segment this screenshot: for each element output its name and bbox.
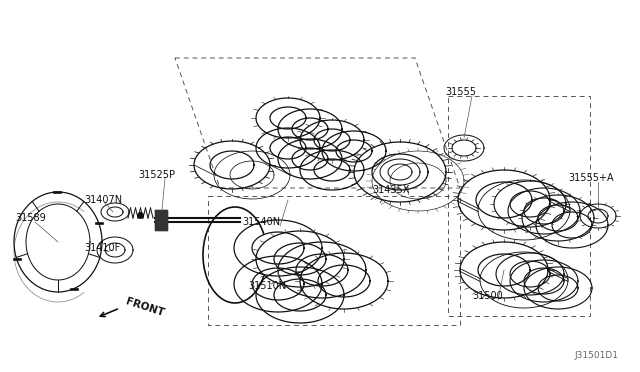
Text: 31589: 31589 bbox=[15, 213, 45, 223]
Text: 31410F: 31410F bbox=[84, 243, 120, 253]
Text: 31435X: 31435X bbox=[372, 185, 410, 195]
Text: 31500: 31500 bbox=[472, 291, 503, 301]
Text: 31555: 31555 bbox=[445, 87, 476, 97]
Text: 31525P: 31525P bbox=[138, 170, 175, 180]
Text: 31555+A: 31555+A bbox=[568, 173, 614, 183]
Text: J31501D1: J31501D1 bbox=[574, 352, 618, 360]
Text: 31540N: 31540N bbox=[242, 217, 280, 227]
Text: FRONT: FRONT bbox=[124, 296, 165, 318]
Text: 31407N: 31407N bbox=[84, 195, 122, 205]
Text: 31510N: 31510N bbox=[248, 281, 286, 291]
